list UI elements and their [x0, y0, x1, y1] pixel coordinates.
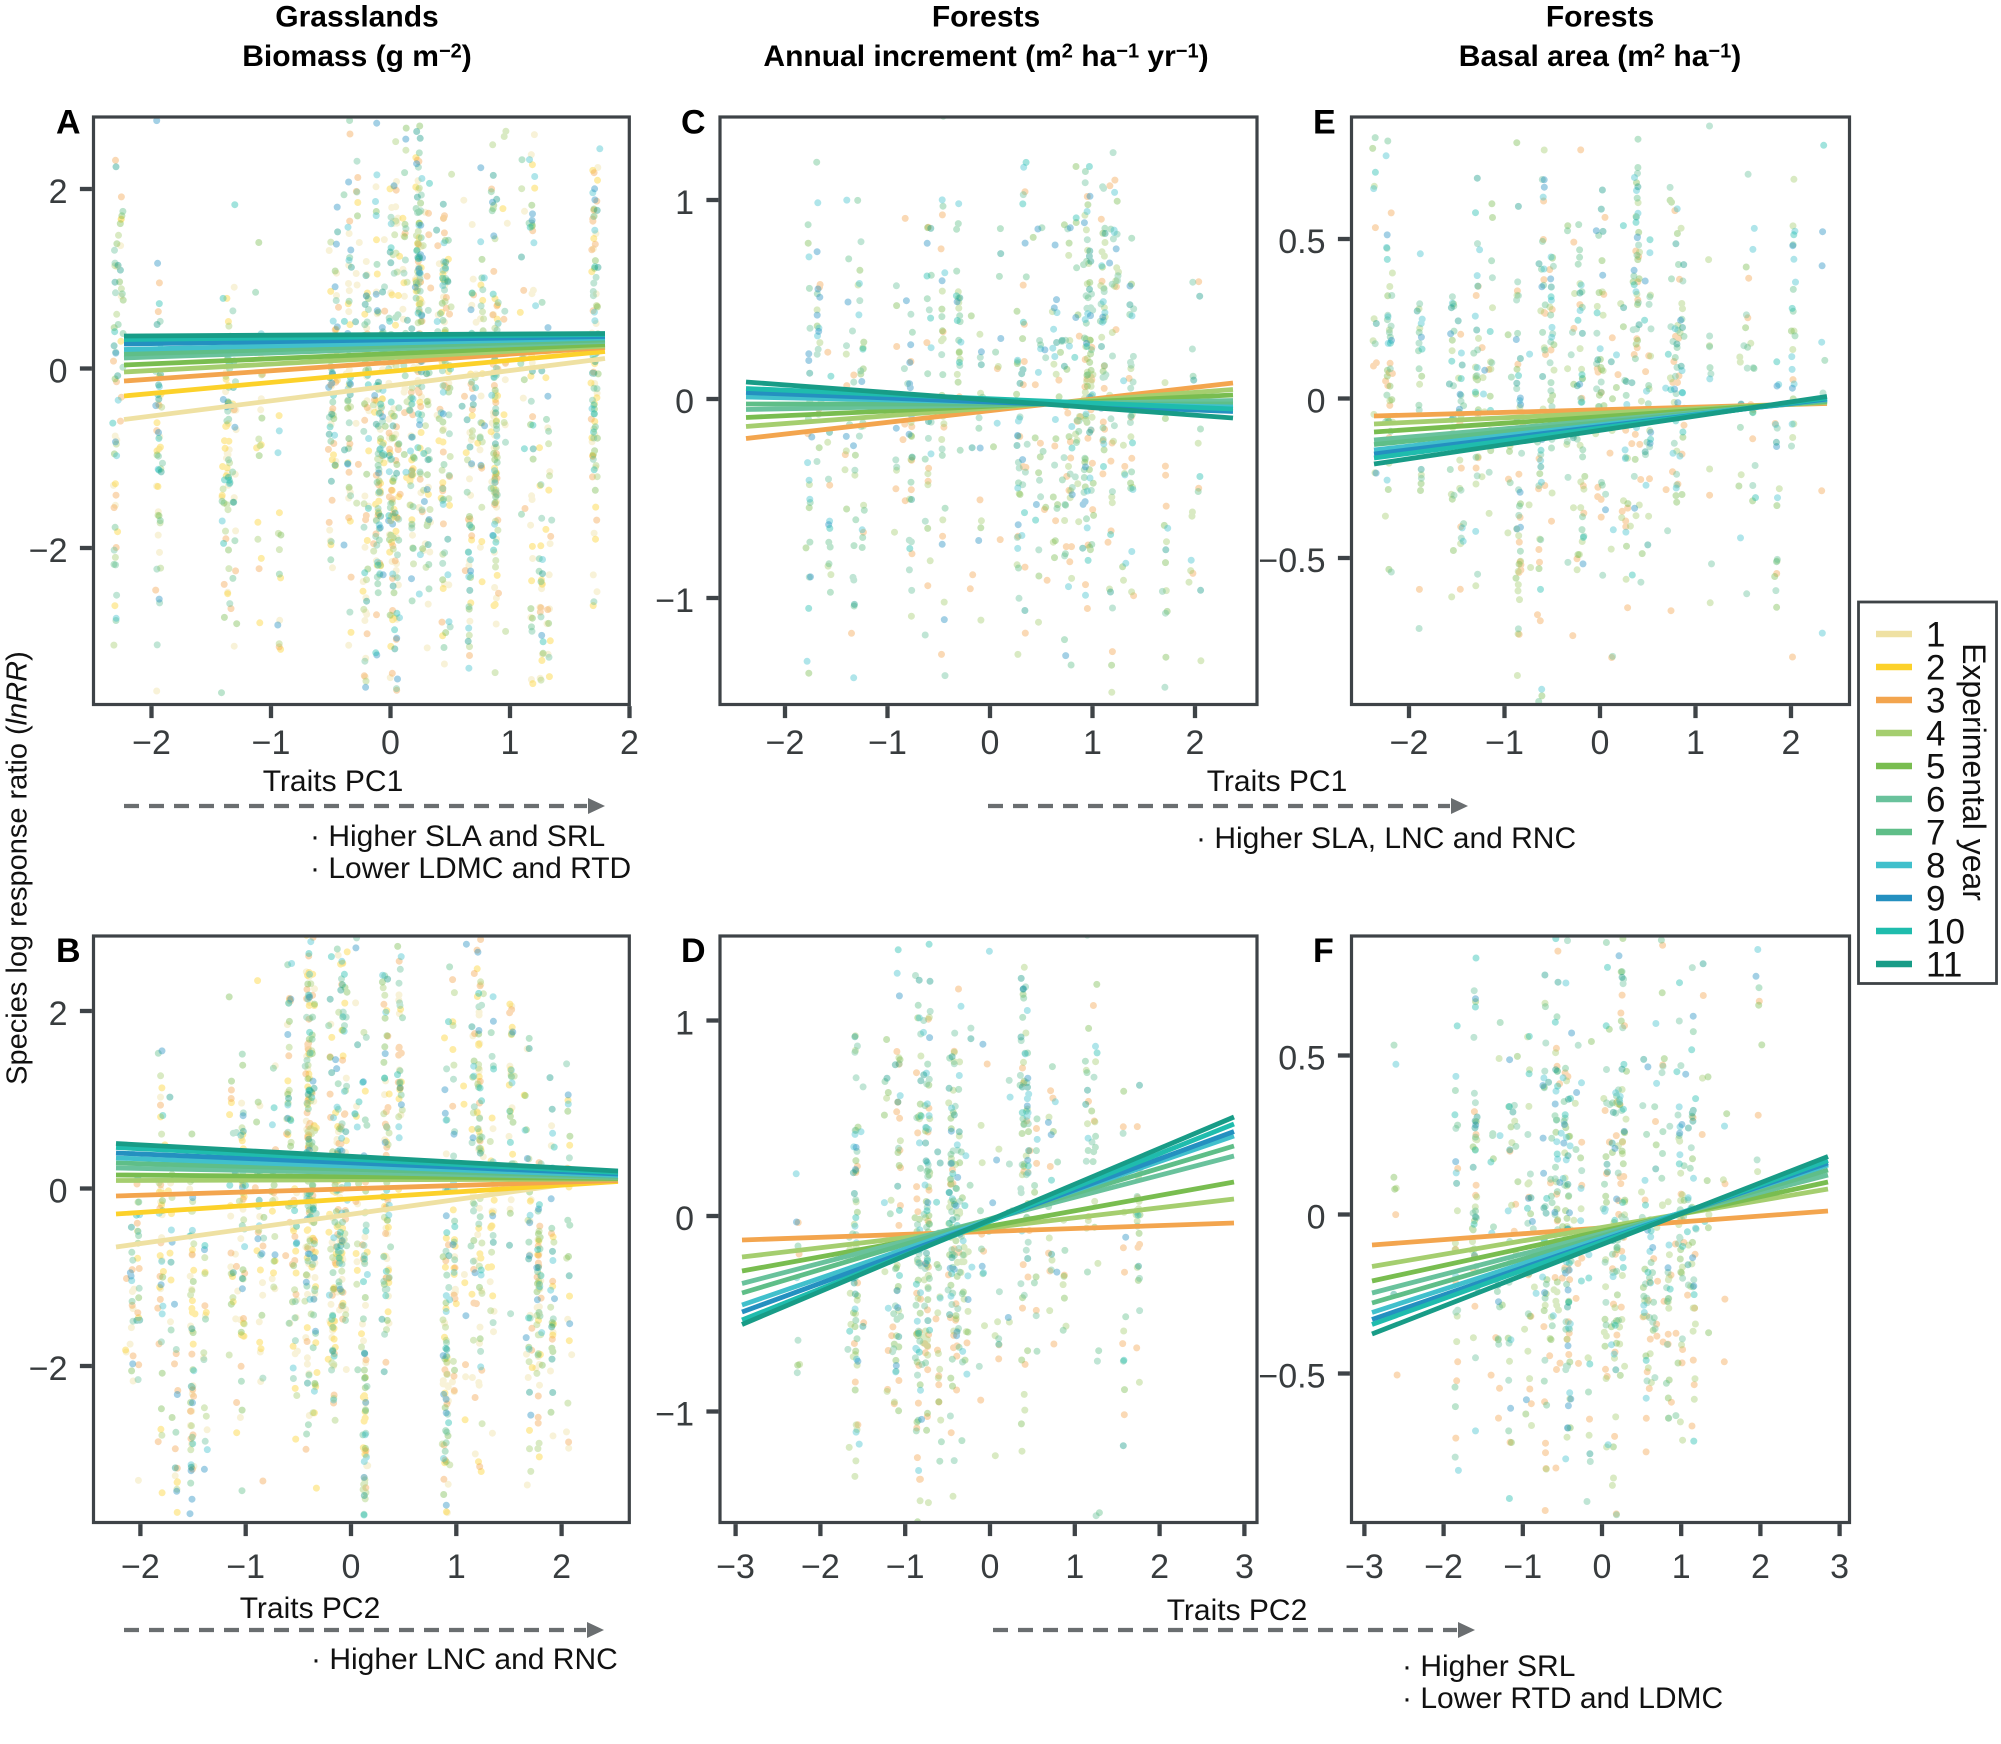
svg-text:−2: −2 [801, 1548, 840, 1586]
svg-text:−1: −1 [1485, 724, 1524, 762]
svg-text:2: 2 [1186, 724, 1205, 762]
svg-text:−2: −2 [29, 1350, 68, 1388]
svg-text:2: 2 [49, 173, 68, 211]
svg-text:7: 7 [1926, 814, 1945, 853]
svg-text:1: 1 [675, 1005, 694, 1043]
svg-text:5: 5 [1926, 748, 1945, 787]
svg-text:2: 2 [1926, 649, 1945, 688]
svg-text:11: 11 [1926, 946, 1962, 985]
svg-text:1: 1 [447, 1548, 466, 1586]
svg-text:0: 0 [381, 724, 400, 762]
svg-text:0: 0 [1591, 724, 1610, 762]
svg-text:· Higher SLA, LNC and RNC: · Higher SLA, LNC and RNC [1196, 822, 1576, 855]
svg-text:0: 0 [1307, 383, 1326, 421]
svg-text:· Higher SLA and SRL: · Higher SLA and SRL [310, 820, 605, 853]
svg-text:Traits PC1: Traits PC1 [1207, 765, 1348, 798]
svg-text:−2: −2 [766, 724, 805, 762]
svg-text:0: 0 [49, 1173, 68, 1211]
svg-text:0: 0 [1593, 1548, 1612, 1586]
svg-text:−3: −3 [1345, 1548, 1384, 1586]
svg-text:3: 3 [1235, 1548, 1254, 1586]
svg-text:0: 0 [675, 383, 694, 421]
svg-text:A: A [56, 104, 81, 142]
svg-text:−2: −2 [121, 1548, 160, 1586]
svg-text:3: 3 [1830, 1548, 1849, 1586]
svg-text:−1: −1 [226, 1548, 265, 1586]
svg-text:2: 2 [620, 724, 639, 762]
svg-text:−1: −1 [886, 1548, 925, 1586]
svg-text:−0.5: −0.5 [1258, 1358, 1325, 1396]
svg-text:−2: −2 [1424, 1548, 1463, 1586]
svg-text:1: 1 [501, 724, 520, 762]
svg-text:1: 1 [1083, 724, 1102, 762]
svg-text:1: 1 [1926, 616, 1945, 655]
svg-text:Forests: Forests [932, 1, 1040, 34]
svg-text:F: F [1313, 932, 1334, 970]
svg-text:· Higher LNC and RNC: · Higher LNC and RNC [311, 1643, 618, 1676]
svg-text:0.5: 0.5 [1278, 1040, 1325, 1078]
svg-text:Traits PC2: Traits PC2 [240, 1592, 381, 1625]
svg-text:9: 9 [1926, 880, 1945, 919]
svg-text:Basal area (m2​ ha−1​): Basal area (m2​ ha−1​) [1459, 40, 1741, 73]
svg-text:Forests: Forests [1546, 1, 1654, 34]
svg-text:2: 2 [1150, 1548, 1169, 1586]
svg-text:Traits PC2: Traits PC2 [1167, 1594, 1308, 1627]
svg-text:−1: −1 [1503, 1548, 1542, 1586]
svg-text:Traits PC1: Traits PC1 [263, 765, 404, 798]
svg-text:1: 1 [675, 184, 694, 222]
svg-text:0: 0 [1307, 1199, 1326, 1237]
svg-text:10: 10 [1926, 913, 1965, 952]
svg-text:D: D [681, 932, 706, 970]
svg-text:−0.5: −0.5 [1258, 542, 1325, 580]
svg-text:Annual increment (m2​ ha−1​ yr: Annual increment (m2​ ha−1​ yr−1​) [763, 40, 1208, 73]
svg-text:2: 2 [552, 1548, 571, 1586]
svg-text:6: 6 [1926, 781, 1945, 820]
svg-text:C: C [681, 104, 706, 142]
svg-text:0: 0 [675, 1200, 694, 1238]
svg-text:3: 3 [1926, 682, 1945, 721]
svg-text:B: B [56, 932, 81, 970]
svg-text:0: 0 [981, 1548, 1000, 1586]
svg-text:0: 0 [342, 1548, 361, 1586]
svg-text:· Higher SRL: · Higher SRL [1402, 1650, 1575, 1683]
svg-text:4: 4 [1926, 715, 1945, 754]
svg-text:0.5: 0.5 [1278, 223, 1325, 261]
svg-text:−1: −1 [868, 724, 907, 762]
svg-text:· Lower LDMC and RTD: · Lower LDMC and RTD [310, 852, 631, 885]
svg-text:−3: −3 [716, 1548, 755, 1586]
svg-text:−1: −1 [655, 582, 694, 620]
svg-text:−2: −2 [29, 532, 68, 570]
svg-text:2: 2 [1782, 724, 1801, 762]
svg-text:· Lower RTD and LDMC: · Lower RTD and LDMC [1402, 1682, 1723, 1715]
svg-text:Experimental year: Experimental year [1956, 643, 1992, 901]
svg-text:−2: −2 [132, 724, 171, 762]
svg-text:1: 1 [1065, 1548, 1084, 1586]
svg-text:−1: −1 [252, 724, 291, 762]
svg-text:E: E [1313, 104, 1336, 142]
svg-text:2: 2 [1751, 1548, 1770, 1586]
svg-text:−2: −2 [1390, 724, 1429, 762]
svg-text:0: 0 [981, 724, 1000, 762]
svg-text:0: 0 [49, 353, 68, 391]
svg-text:Grasslands: Grasslands [275, 1, 438, 34]
svg-text:1: 1 [1672, 1548, 1691, 1586]
svg-text:−1: −1 [655, 1396, 694, 1434]
svg-text:Biomass (g m−2​): Biomass (g m−2​) [242, 40, 472, 73]
svg-text:1: 1 [1686, 724, 1705, 762]
svg-text:2: 2 [49, 995, 68, 1033]
svg-text:Species log response ratio (ln: Species log response ratio (lnRR) [2, 651, 34, 1085]
svg-text:8: 8 [1926, 847, 1945, 886]
